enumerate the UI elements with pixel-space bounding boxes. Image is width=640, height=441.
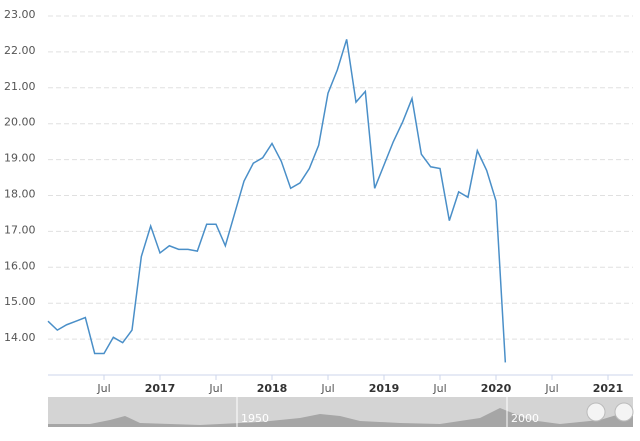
y-tick-label: 21.00 [4,80,36,93]
x-tick-label: Jul [432,382,446,395]
line [47,39,507,363]
x-tick-label: Jul [208,382,222,395]
y-tick-label: 19.00 [4,152,36,165]
x-tick-label: 2019 [369,382,400,395]
y-tick-label: 23.00 [4,8,36,21]
y-tick-label: 20.00 [4,116,36,129]
x-tick-label: 2020 [481,382,512,395]
x-tick-label: 2017 [145,382,176,395]
y-tick-label: 17.00 [4,223,36,236]
x-tick-label: 2018 [257,382,288,395]
y-tick-label: 14.00 [4,331,36,344]
y-tick-label: 16.00 [4,259,36,272]
navigator-series [48,408,633,427]
navigator-handle[interactable] [586,402,606,422]
y-tick-label: 18.00 [4,188,36,201]
x-tick-label: 2021 [593,382,624,395]
y-tick-label: 22.00 [4,44,36,57]
x-tick-label: Jul [544,382,558,395]
navigator-label: 2000 [511,412,539,425]
x-tick-label: Jul [320,382,334,395]
navigator-handle[interactable] [614,402,634,422]
navigator-label: 1950 [241,412,269,425]
x-tick-label: Jul [96,382,110,395]
y-tick-label: 15.00 [4,295,36,308]
